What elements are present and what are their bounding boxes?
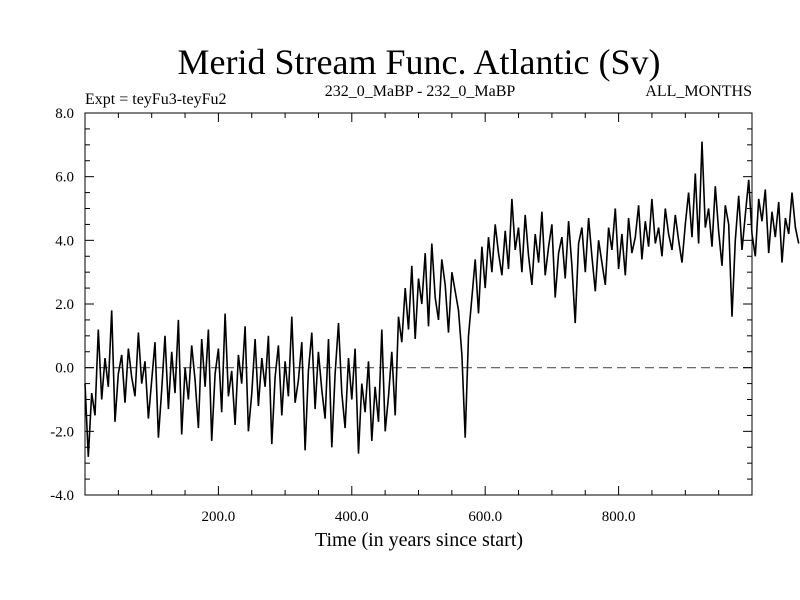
x-tick-label: 200.0 xyxy=(202,509,236,525)
chart-title: Merid Stream Func. Atlantic (Sv) xyxy=(178,42,661,82)
x-axis-label: Time (in years since start) xyxy=(315,529,523,551)
plot-frame xyxy=(84,112,753,496)
y-tick-label: 0.0 xyxy=(55,361,74,377)
x-tick-label: 400.0 xyxy=(335,509,369,525)
y-tick-label: 6.0 xyxy=(55,170,74,186)
x-tick-label: 800.0 xyxy=(602,509,636,525)
y-tick-label: -4.0 xyxy=(50,488,74,504)
y-tick-label: 4.0 xyxy=(55,233,74,249)
series-line xyxy=(84,141,800,457)
y-tick-label: 8.0 xyxy=(55,106,74,122)
x-tick-label: 600.0 xyxy=(468,509,502,525)
months-label: ALL_MONTHS xyxy=(645,83,752,100)
period-label: 232_0_MaBP - 232_0_MaBP xyxy=(325,83,516,100)
y-tick-label: -2.0 xyxy=(50,424,74,440)
experiment-label: Expt = teyFu3-teyFu2 xyxy=(85,91,226,108)
y-tick-label: 2.0 xyxy=(55,297,74,313)
